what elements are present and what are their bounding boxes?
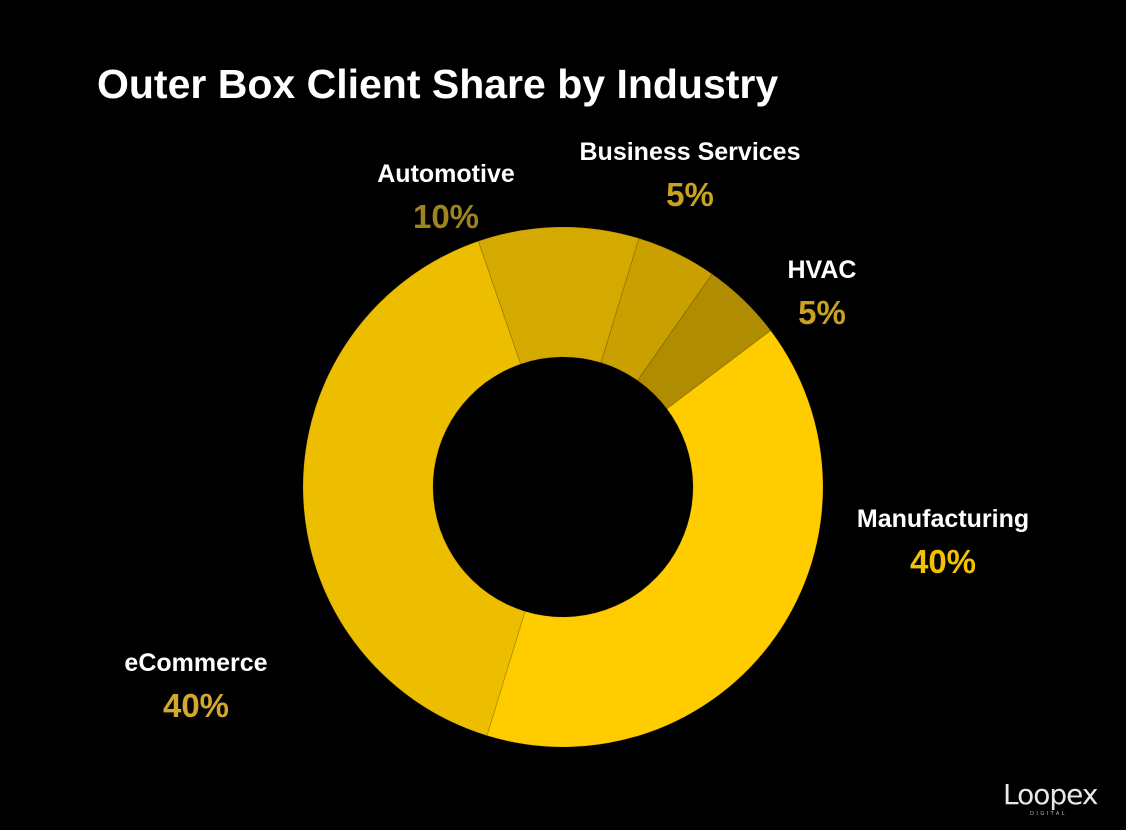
slice-manufacturing xyxy=(486,329,824,748)
slice-ecommerce xyxy=(302,240,526,737)
label-business-services: Business Services xyxy=(580,138,801,166)
value-label-manufacturing: 40% xyxy=(910,543,976,580)
loopex-logo: Loopex DIGITAL xyxy=(1003,778,1099,817)
value-label-business-services: 5% xyxy=(666,176,714,213)
slice-hvac xyxy=(636,273,772,410)
value-label-automotive: 10% xyxy=(413,198,479,235)
value-label-ecommerce: 40% xyxy=(163,687,229,724)
label-manufacturing: Manufacturing xyxy=(857,505,1029,533)
value-label-hvac: 5% xyxy=(798,294,846,331)
label-automotive: Automotive xyxy=(377,160,515,188)
donut-slices xyxy=(302,226,824,748)
slice-business-services xyxy=(600,237,713,382)
label-hvac: HVAC xyxy=(788,256,857,284)
logo-wordmark: Loopex xyxy=(1003,778,1098,811)
chart-title: Outer Box Client Share by Industry xyxy=(97,61,778,107)
logo-subtext: DIGITAL xyxy=(1030,811,1067,817)
label-ecommerce: eCommerce xyxy=(124,649,267,677)
slice-labels: Manufacturing 40% eCommerce 40% Automotive 10… xyxy=(124,138,1029,724)
slice-automotive xyxy=(477,226,640,365)
